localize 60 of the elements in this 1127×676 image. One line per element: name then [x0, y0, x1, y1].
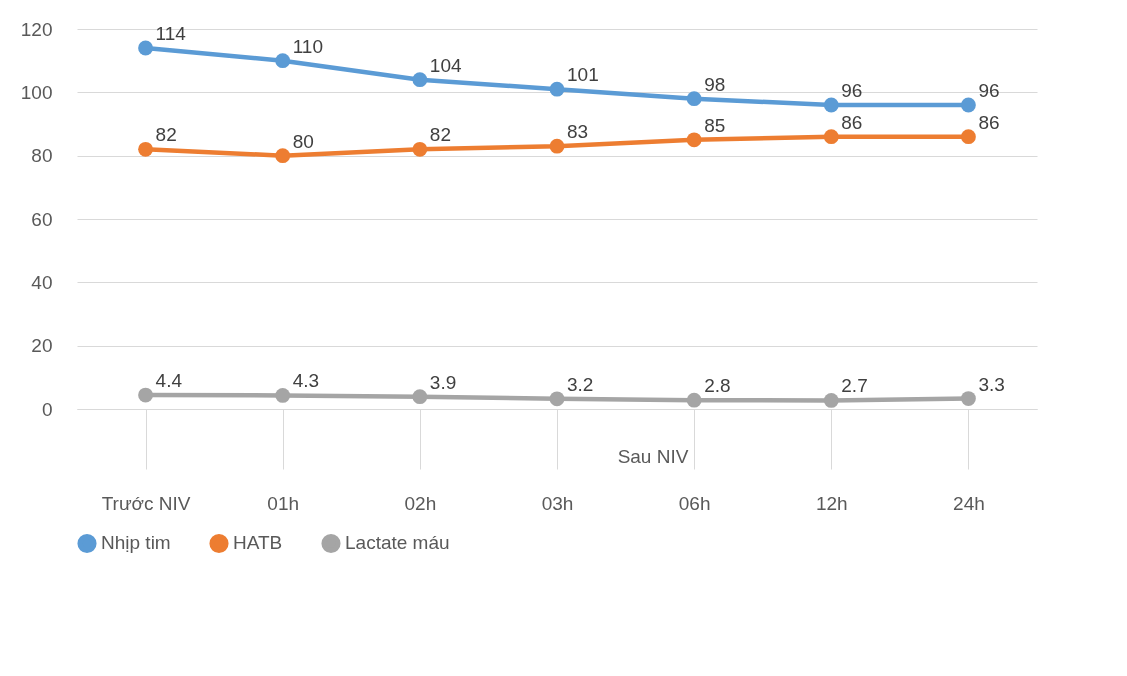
data-label: 101 — [567, 64, 599, 86]
text: Sau NIV — [617, 446, 689, 467]
point — [275, 53, 291, 69]
x-tick-label: 06h — [678, 492, 711, 514]
data-label: 82 — [155, 124, 177, 146]
legend-label: HATB — [233, 532, 283, 554]
point — [686, 392, 702, 408]
data-label: 114 — [155, 23, 187, 44]
point — [275, 148, 291, 164]
data-label: 82 — [429, 124, 451, 146]
x-tick-label: 12h — [815, 492, 848, 514]
x-tick-label: 02h — [404, 492, 437, 514]
point — [412, 72, 428, 88]
data-label: 3.3 — [978, 373, 1005, 395]
legend-label: Nhịp tim — [101, 532, 171, 554]
data-label: 86 — [978, 111, 1000, 133]
point — [549, 391, 565, 407]
data-label: 2.7 — [841, 375, 868, 397]
point — [412, 141, 428, 157]
data-label: 4.3 — [292, 370, 320, 392]
point — [138, 387, 153, 403]
y-tick-label: 60 — [31, 208, 53, 230]
data-label: 96 — [978, 80, 1000, 101]
point — [961, 97, 976, 113]
point — [549, 81, 565, 97]
data-label: 86 — [841, 111, 863, 133]
point — [961, 391, 976, 406]
y-tick-label: 0 — [41, 398, 53, 420]
data-label: 83 — [567, 121, 589, 143]
x-tick-label: 24h — [953, 492, 985, 514]
data-label: 98 — [704, 73, 726, 95]
x-tick-label: 01h — [267, 492, 300, 514]
data-label: 4.4 — [155, 370, 183, 392]
point — [823, 97, 839, 113]
point — [823, 393, 839, 408]
point — [686, 91, 702, 107]
point — [549, 138, 565, 154]
point — [275, 387, 291, 403]
data-label: 85 — [704, 114, 726, 136]
x-tick-label: 03h — [541, 492, 574, 514]
y-tick-label: 80 — [31, 145, 53, 167]
legend-label: Lactate máu — [345, 532, 450, 554]
point — [138, 40, 153, 56]
y-tick-label: 100 — [20, 81, 53, 103]
point — [961, 129, 976, 145]
x-tick-label: Trước NIV — [101, 492, 191, 514]
data-label: 110 — [292, 35, 324, 57]
point — [412, 389, 428, 405]
point — [823, 129, 839, 145]
point — [686, 132, 702, 148]
y-tick-label: 20 — [31, 335, 53, 357]
data-label: 3.9 — [429, 371, 457, 393]
data-label: 2.8 — [704, 375, 731, 397]
data-label: 96 — [841, 80, 863, 101]
y-tick-label: 40 — [31, 271, 53, 293]
data-label: 3.2 — [567, 373, 594, 395]
y-tick-label: 120 — [20, 18, 53, 40]
data-label: 104 — [429, 54, 462, 76]
data-label: 80 — [292, 130, 314, 152]
point — [138, 141, 153, 157]
